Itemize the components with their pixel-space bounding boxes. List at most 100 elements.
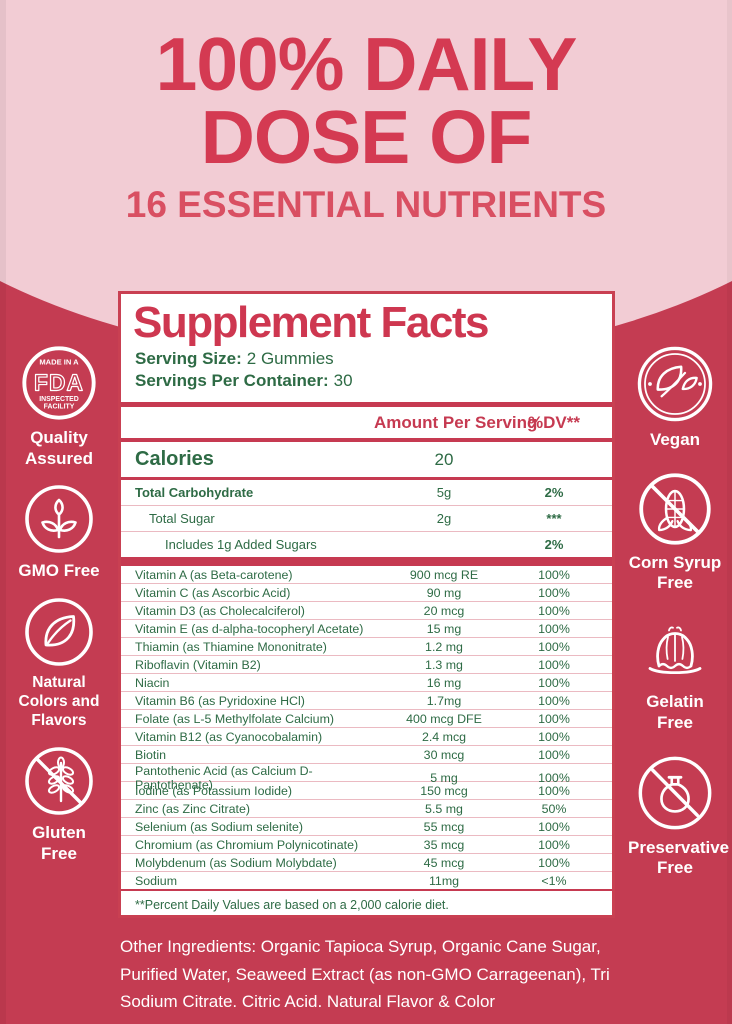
macro-rows-group: Total Carbohydrate 5g 2% Total Sugar 2g … [121, 480, 612, 557]
nutrient-name: Pantothenic Acid (as Calcium D-Pantothen… [135, 764, 313, 793]
badge-label: Preservative Free [628, 837, 730, 878]
nutrient-dv: 100% [538, 771, 570, 786]
nutrient-dv: *** [546, 511, 562, 527]
nutrient-name: Riboflavin (Vitamin B2) [135, 657, 261, 672]
calories-label: Calories [135, 448, 214, 471]
nutrient-row: Riboflavin (Vitamin B2) 1.3 mg 100% [121, 656, 612, 675]
nutrient-amount: 5g [436, 485, 452, 501]
thick-divider-bar [121, 557, 612, 567]
nutrient-row: Iodine (as Potassium Iodide) 150 mcg 100… [121, 782, 612, 801]
nutrient-row: Biotin 30 mcg 100% [121, 746, 612, 765]
gluten-free-icon [25, 747, 93, 815]
nutrient-dv: 2% [544, 537, 564, 553]
nutrient-amount: 15 mg [426, 621, 462, 636]
nutrient-amount: 2.4 mcg [421, 729, 467, 744]
nutrient-name: Selenium (as Sodium selenite) [135, 819, 304, 834]
nutrient-row: Sodium 11mg <1% [121, 872, 612, 889]
badge-gmo-free: GMO Free [12, 483, 106, 582]
nutrient-row: Pantothenic Acid (as Calcium D-Pantothen… [121, 764, 612, 792]
fda-badge-icon: MADE IN A FDA INSPECTED FACILITY [22, 346, 96, 420]
svg-text:MADE IN A: MADE IN A [39, 358, 79, 367]
badge-label: GMO Free [18, 561, 100, 581]
nutrient-row: Thiamin (as Thiamine Mononitrate) 1.2 mg… [121, 638, 612, 657]
nutrient-row: Selenium (as Sodium selenite) 55 mcg 100… [121, 818, 612, 837]
nutrient-name: Vitamin A (as Beta-carotene) [135, 567, 293, 582]
nutrient-name: Biotin [135, 747, 166, 762]
nutrient-row: Vitamin D3 (as Cholecalciferol) 20 mcg 1… [121, 602, 612, 621]
corn-syrup-free-icon [639, 473, 711, 545]
nutrient-rows-group: Vitamin A (as Beta-carotene) 900 mcg RE … [121, 566, 612, 889]
badge-preservative-free: Preservative Free [628, 754, 730, 879]
badge-label: Corn Syrup Free [628, 552, 722, 593]
vegan-icon [637, 346, 713, 422]
nutrient-name: Chromium (as Chromium Polynicotinate) [135, 837, 359, 852]
nutrient-name: Includes 1g Added Sugars [165, 537, 317, 553]
hero-header: 100% DAILY DOSE OF 16 ESSENTIAL NUTRIENT… [0, 27, 732, 226]
panel-title: Supplement Facts [133, 298, 489, 347]
macro-row: Total Sugar 2g *** [121, 506, 612, 533]
nutrient-row: Zinc (as Zinc Citrate) 5.5 mg 50% [121, 800, 612, 819]
nutrient-name: Vitamin D3 (as Cholecalciferol) [135, 603, 305, 618]
nutrient-amount: 150 mcg [420, 783, 468, 798]
nutrient-name: Vitamin B12 (as Cyanocobalamin) [135, 729, 323, 744]
hero-title-line2: DOSE OF [200, 94, 533, 179]
nutrient-row: Vitamin A (as Beta-carotene) 900 mcg RE … [121, 566, 612, 585]
macro-row: Total Carbohydrate 5g 2% [121, 480, 612, 507]
nutrient-dv: 100% [538, 819, 570, 834]
nutrient-dv: 100% [538, 855, 570, 870]
footnote-percent-dv: **Percent Daily Values are based on a 2,… [135, 898, 449, 913]
nutrient-row: Molybdenum (as Sodium Molybdate) 45 mcg … [121, 854, 612, 873]
servings-per-container-line: Servings Per Container: 30 [135, 370, 612, 392]
nutrient-amount: 55 mcg [423, 819, 465, 834]
badge-gluten-free: Gluten Free [12, 745, 106, 864]
nutrient-amount: 5.5 mg [425, 801, 463, 816]
nutrient-name: Zinc (as Zinc Citrate) [135, 801, 250, 816]
nutrient-amount: 45 mcg [423, 855, 465, 870]
badge-label: Gluten Free [32, 822, 86, 863]
badge-label: Natural Colors and Flavors [18, 674, 100, 730]
nutrient-dv: 50% [541, 801, 567, 816]
nutrient-amount: 20 mcg [423, 603, 465, 618]
nutrient-name: Molybdenum (as Sodium Molybdate) [135, 855, 337, 870]
servings-per-container-label: Servings Per Container: [135, 371, 329, 391]
nutrient-amount: 900 mcg RE [409, 567, 479, 582]
nutrient-row: Vitamin B6 (as Pyridoxine HCl) 1.7mg 100… [121, 692, 612, 711]
serving-size-value: 2 Gummies [246, 349, 334, 369]
nutrient-dv: 100% [538, 693, 570, 708]
nutrient-name: Total Sugar [149, 511, 215, 527]
nutrient-dv: 100% [538, 603, 570, 618]
nutrient-name: Vitamin E (as d-alpha-tocopheryl Acetate… [135, 621, 364, 636]
nutrient-dv: 100% [538, 585, 570, 600]
nutrient-amount: 35 mcg [423, 837, 465, 852]
nutrient-dv: 100% [538, 783, 570, 798]
divider-below-calories [121, 477, 612, 481]
badge-column-left: MADE IN A FDA INSPECTED FACILITY Quality… [6, 344, 112, 864]
nutrient-amount: 5 mg [430, 771, 458, 786]
badge-vegan: Vegan [628, 344, 722, 451]
calories-amount: 20 [434, 449, 454, 469]
badge-label: Vegan [649, 430, 701, 449]
nutrient-row: Vitamin C (as Ascorbic Acid) 90 mg 100% [121, 584, 612, 603]
hero-subtitle: 16 ESSENTIAL NUTRIENTS [125, 183, 607, 225]
preservative-free-icon [638, 756, 712, 830]
servings-per-container-value: 30 [333, 371, 353, 391]
badge-label: Quality Assured [24, 428, 94, 468]
badge-corn-syrup-free: Corn Syrup Free [628, 471, 722, 594]
footnote-dv-not-established: ***Daily Value not established. [135, 914, 612, 915]
nutrient-name: Iodine (as Potassium Iodide) [135, 783, 293, 798]
nutrient-dv: 100% [538, 711, 570, 726]
divider-top [121, 402, 612, 408]
nutrient-amount: 30 mcg [423, 747, 465, 762]
nutrient-dv: 100% [538, 567, 570, 582]
nutrient-amount: 400 mcg DFE [406, 711, 482, 726]
nutrient-amount: 1.2 mg [425, 639, 463, 654]
nutrient-name: Vitamin C (as Ascorbic Acid) [135, 585, 291, 600]
svg-text:FDA: FDA [34, 370, 84, 396]
serving-size-line: Serving Size: 2 Gummies [135, 348, 612, 370]
serving-size-label: Serving Size: [135, 349, 242, 369]
gelatin-free-icon [648, 626, 702, 675]
left-edge-shade [0, 0, 6, 1024]
column-header-amount: Amount Per Serving [374, 412, 538, 432]
gmo-free-icon [25, 485, 93, 554]
